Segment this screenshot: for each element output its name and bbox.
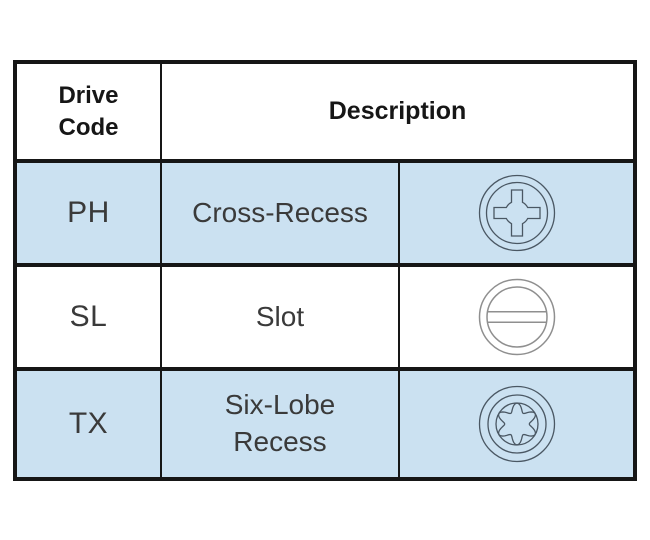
phillips-cross-recess-icon	[478, 174, 555, 252]
row-ph-code: PH	[17, 163, 162, 267]
six-lobe-recess-icon	[478, 385, 555, 463]
row-sl-code: SL	[17, 267, 162, 371]
phillips-cross-shape	[492, 189, 541, 237]
header-drive-code: Drive Code	[17, 64, 162, 163]
row-ph-icon-cell	[400, 163, 633, 267]
row-tx-code: TX	[17, 371, 162, 477]
row-ph-description: Cross-Recess	[162, 163, 400, 267]
row-sl-description: Slot	[162, 267, 400, 371]
six-lobe-star	[497, 402, 536, 446]
row-tx-description: Six-Lobe Recess	[162, 371, 400, 477]
row-tx-icon-cell	[400, 371, 633, 477]
slot-icon	[478, 278, 555, 356]
row-sl-icon-cell	[400, 267, 633, 371]
drive-code-table: Drive Code Description PH Cross-Recess S…	[13, 60, 637, 481]
header-description: Description	[162, 64, 633, 163]
